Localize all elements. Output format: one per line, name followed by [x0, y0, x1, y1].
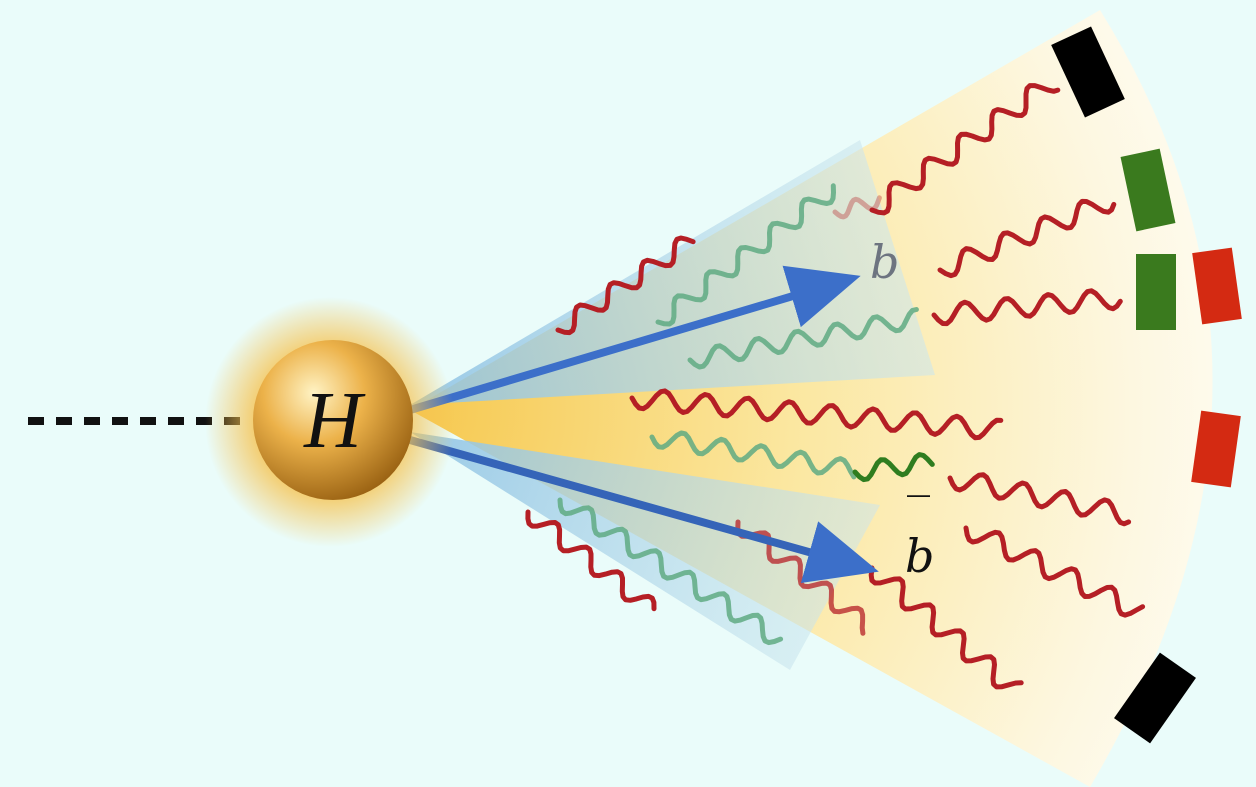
bbar-quark-label: b	[905, 529, 934, 583]
gluon-red-10	[735, 519, 866, 636]
bbar-overline: ‾	[907, 487, 930, 541]
detector-hit-black-top	[1051, 26, 1125, 118]
emission-fan	[410, 10, 1213, 787]
gluon-green-3	[649, 430, 857, 480]
gluon-red-3	[931, 288, 1123, 327]
detector-hit-green-upper	[1120, 148, 1176, 232]
detector-hit-black-bottom	[1114, 652, 1196, 744]
gluon-red-faint	[832, 195, 882, 220]
higgs-label: H	[303, 377, 366, 465]
b-quark-label: b	[870, 235, 899, 289]
detector-hit-red-lower	[1191, 410, 1241, 488]
gluon-green-1	[655, 183, 836, 327]
higgs-sphere	[253, 340, 413, 500]
gluon-red-9	[525, 509, 657, 612]
gluon-red-1	[869, 83, 1061, 216]
gluon-green-4	[557, 497, 784, 646]
gluon-green-2	[687, 307, 919, 370]
detector-hit-red-upper	[1192, 247, 1242, 325]
gluon-red-2	[937, 198, 1117, 279]
detector-hit-green-middle	[1136, 254, 1176, 330]
b-quark-arrow	[406, 265, 861, 414]
bbar-quark-arrow	[406, 436, 879, 583]
gluon-red-5	[629, 388, 1004, 441]
gluon-lines	[525, 83, 1146, 690]
gluon-red-8	[868, 565, 1024, 690]
detector-hits	[1051, 26, 1242, 744]
b-jet-cone	[410, 140, 935, 405]
gluon-red-4	[555, 235, 696, 336]
gluon-red-6	[947, 472, 1132, 527]
gluon-green-dark	[852, 452, 935, 483]
gluon-red-7	[963, 525, 1146, 618]
